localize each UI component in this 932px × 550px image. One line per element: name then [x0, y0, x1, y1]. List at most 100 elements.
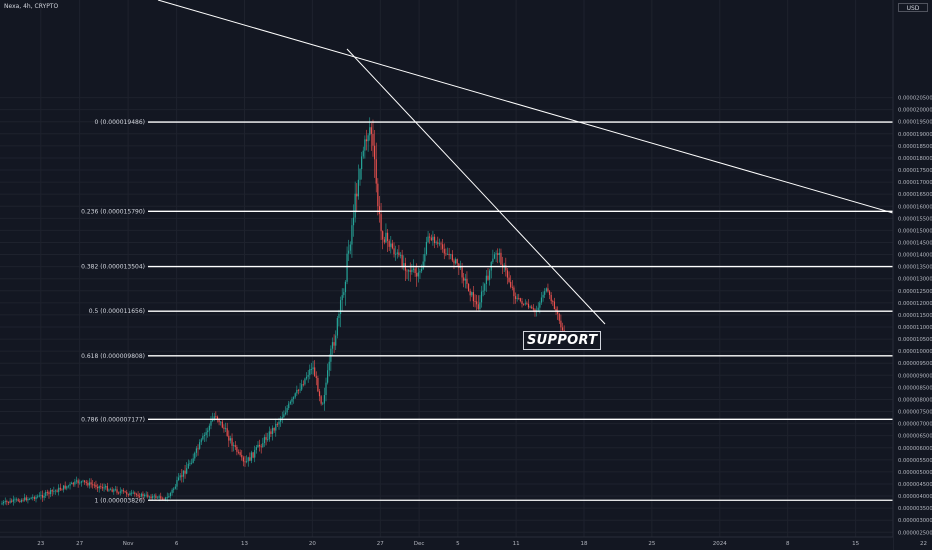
candle-body [270, 431, 272, 434]
candle-body [561, 327, 564, 331]
candle-body [281, 417, 283, 419]
time-tick-label: 25 [648, 541, 655, 547]
candle-body [354, 193, 356, 218]
candle-body [145, 494, 147, 496]
candle-body [129, 492, 131, 496]
candle-body [521, 301, 523, 305]
candle-body [477, 304, 479, 309]
candle-body [263, 437, 266, 444]
candle-body [203, 434, 206, 436]
candle-body [187, 463, 189, 469]
candle-body [480, 291, 483, 303]
candle-body [466, 278, 468, 284]
candle-body [398, 252, 400, 256]
candle-body [189, 463, 191, 465]
candle-body [409, 270, 411, 272]
candle-body [416, 273, 418, 277]
fib-level-label: 0 (0.000019486) [95, 119, 146, 126]
price-tick-label: 0.000014500 [898, 240, 932, 246]
time-axis[interactable]: 23 27 Nov 6 13 20 27 Dec 5 11 18 25 2024 8 15 22 [0, 536, 927, 550]
candle-body [24, 497, 26, 501]
candle-body [257, 444, 259, 448]
candle-body [453, 260, 455, 264]
candle-body [14, 499, 16, 501]
candle-body [322, 403, 324, 405]
candle-body [485, 275, 487, 285]
price-tick-label: 0.000006000 [898, 446, 932, 452]
price-tick-label: 0.000012500 [898, 289, 932, 295]
candle-body [4, 501, 6, 503]
candle-body [412, 268, 415, 270]
currency-selector[interactable]: USD [898, 3, 928, 12]
candle-body [254, 449, 256, 458]
candle-body [289, 401, 291, 404]
candle-body [440, 243, 442, 245]
candle-body [435, 242, 437, 244]
candle-body [80, 481, 82, 483]
candle-body [448, 253, 450, 256]
candle-body [315, 376, 317, 379]
candle-body [464, 278, 466, 281]
candle-body [96, 486, 99, 489]
price-tick-label: 0.000004000 [898, 494, 932, 500]
candle-body [560, 320, 562, 328]
candle-body [28, 498, 31, 500]
candle-body [7, 502, 10, 503]
candle-body [265, 437, 267, 440]
candle-body [432, 236, 434, 241]
candle-body [531, 306, 533, 309]
price-axis[interactable]: 0.000002500 0.000003000 0.000003500 0.00000… [892, 0, 932, 550]
candle-body [137, 494, 139, 497]
time-tick-label: 18 [581, 541, 588, 547]
candle-body [273, 427, 275, 431]
candle-body [43, 495, 45, 498]
candle-body [529, 306, 531, 308]
candle-body [442, 244, 444, 249]
candle-body [299, 389, 301, 391]
candle-body [226, 428, 228, 436]
long-trend-line[interactable] [157, 0, 894, 214]
candle-body [357, 179, 359, 197]
candle-body [30, 497, 32, 499]
candle-body [427, 236, 429, 242]
candle-body [258, 444, 261, 447]
candle-body [328, 361, 330, 371]
candle-body [234, 445, 236, 447]
candle-body [152, 496, 154, 499]
time-tick-label: 27 [76, 541, 83, 547]
candle-body [339, 300, 342, 314]
candle-body [344, 281, 347, 293]
price-tick-label: 0.000010000 [898, 349, 932, 355]
candle-body [456, 259, 458, 264]
candle-body [380, 214, 382, 232]
descending-trend-line[interactable] [346, 48, 606, 325]
candle-body [378, 206, 381, 215]
price-tick-label: 0.000017500 [898, 168, 932, 174]
candle-body [179, 475, 181, 478]
candle-body [388, 240, 390, 247]
candle-body [336, 318, 338, 336]
candle-body [213, 416, 215, 420]
symbol-title: Nexa, 4h, CRYPTO [4, 3, 59, 10]
price-tick-label: 0.000002500 [898, 530, 932, 536]
candle-body [67, 485, 70, 487]
time-tick-label: 2024 [713, 541, 727, 547]
candle-body [165, 497, 167, 500]
candle-body [514, 296, 517, 299]
candlestick-series [1, 117, 565, 506]
candle-body [122, 490, 125, 492]
price-tick-label: 0.000020000 [898, 108, 932, 114]
price-tick-label: 0.000020500 [898, 96, 932, 102]
candle-body [77, 480, 79, 484]
time-tick-label: 8 [786, 541, 790, 547]
candle-body [417, 272, 419, 277]
candle-body [69, 483, 71, 486]
candle-body [268, 431, 270, 440]
fib-level-label: 0.236 (0.000015790) [81, 208, 145, 215]
price-tick-label: 0.000011500 [898, 313, 932, 319]
candle-body [156, 497, 159, 499]
candle-body [118, 492, 120, 494]
candle-body [505, 265, 507, 271]
candle-body [111, 489, 113, 492]
candle-body [158, 496, 160, 498]
